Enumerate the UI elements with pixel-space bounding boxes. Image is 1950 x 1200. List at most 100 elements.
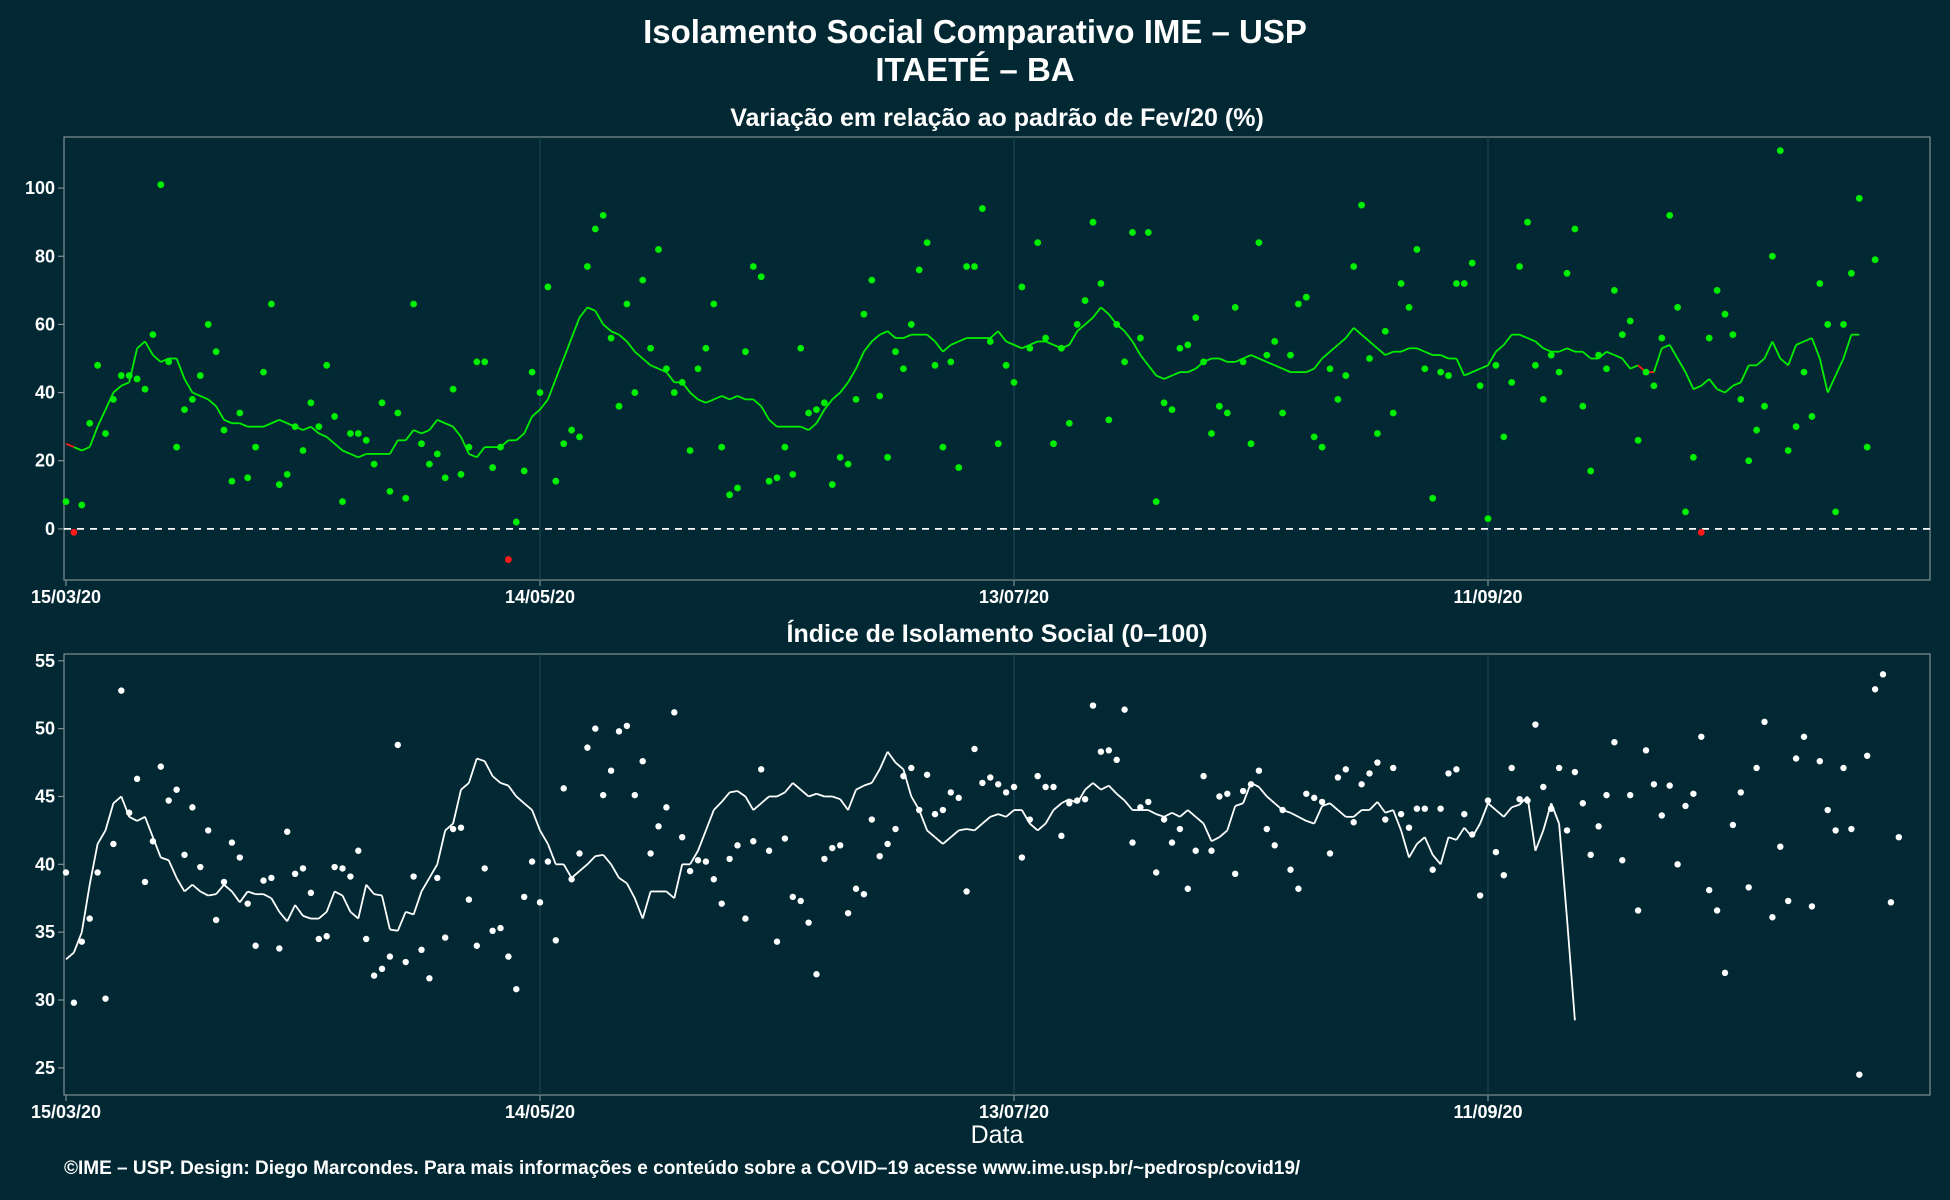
variation-point-182 [1500,433,1508,441]
index-ytick-label-55: 55 [35,651,55,671]
variation-point-36 [347,430,354,437]
variation-point-197 [1618,331,1626,339]
variation-point-179 [1476,382,1484,390]
index-point-101 [860,890,868,898]
variation-ma-segment-179 [1479,364,1489,370]
variation-point-52 [473,358,481,366]
index-point-104 [884,840,891,848]
variation-ma-segment-223 [1826,375,1837,393]
index-ma-segment-110 [934,836,944,845]
variation-point-51 [465,443,473,451]
index-point-160 [1326,850,1334,857]
index-point-144 [1200,772,1207,780]
variation-point-88 [757,273,765,281]
index-ma-segment-48 [444,822,454,832]
variation-ma-segment-7 [120,381,130,387]
index-ma-segment-26 [270,897,281,913]
variation-ma-segment-15 [183,378,194,394]
variation-ma-segment-166 [1376,347,1386,356]
index-ma-segment-163 [1353,809,1363,818]
index-point-61 [544,858,552,865]
variation-ma-segment-48 [444,422,454,428]
variation-point-135 [1129,229,1136,236]
index-ma-segment-130 [1092,782,1102,791]
index-ma-segment-16 [191,883,201,893]
index-point-216 [1769,914,1776,921]
index-point-118 [995,781,1002,788]
index-point-200 [1642,747,1650,754]
index-point-169 [1397,810,1405,818]
variation-ma-segment-172 [1424,350,1434,356]
index-point-31 [307,889,315,897]
variation-ma-segment-59 [531,408,541,418]
index-point-228 [1864,752,1871,759]
index-point-30 [299,865,307,872]
variation-ytick-label-60: 60 [35,314,55,334]
variation-point-47 [433,450,441,458]
index-ma-segment-72 [633,897,644,919]
index-point-66 [584,744,591,751]
variation-point-0 [62,498,70,506]
index-point-114 [963,888,970,895]
variation-ma-segment-30 [302,425,312,431]
variation-point-159 [1318,443,1326,451]
variation-ma-segment-222 [1818,358,1829,393]
index-point-192 [1579,800,1587,807]
index-ma-segment-98 [839,798,849,811]
index-ma-segment-85 [736,790,746,798]
index-ma-segment-81 [705,809,715,831]
index-point-106 [900,772,907,780]
index-point-115 [971,745,978,753]
variation-point-21 [228,477,236,485]
index-ma-segment-84 [729,790,738,794]
variation-point-95 [813,406,820,414]
variation-point-176 [1453,280,1460,287]
index-point-69 [607,767,615,774]
index-point-131 [1097,748,1105,755]
variation-point-104 [884,453,891,461]
variation-ma-segment-93 [800,425,809,431]
index-ma-segment-171 [1416,836,1426,845]
variation-point-140 [1168,406,1176,414]
variation-point-226 [1848,269,1855,277]
index-ma-segment-63 [562,863,573,879]
index-ma-segment-50 [460,782,470,791]
index-point-60 [536,899,544,906]
index-point-183 [1508,764,1515,772]
variation-point-96 [821,399,828,407]
index-ma-segment-183 [1511,803,1520,809]
variation-ma-segment-207 [1700,378,1710,387]
variation-point-144 [1200,358,1207,366]
variation-point-219 [1792,423,1800,431]
variation-ma-segment-67 [594,310,604,325]
variation-ma-segment-204 [1676,358,1687,373]
index-ma-segment-33 [325,891,336,913]
index-ma-segment-4 [96,829,107,845]
variation-point-42 [394,409,402,417]
variation-point-82 [710,300,718,308]
index-xtick-label-3: 11/09/20 [1453,1102,1522,1122]
variation-point-4 [94,361,101,369]
index-ma-segment-123 [1037,822,1047,832]
index-point-70 [615,728,623,735]
index-point-217 [1777,843,1784,850]
index-ma-segment-100 [855,784,865,791]
index-ma-segment-168 [1392,809,1402,831]
variation-point-28 [283,470,291,478]
variation-point-54 [489,464,496,471]
variation-ma-segment-214 [1756,357,1766,366]
index-ma-segment-101 [863,782,873,787]
variation-point-210 [1721,310,1729,318]
variation-point-214 [1753,426,1760,434]
variation-point-215 [1761,402,1768,410]
index-ma-segment-117 [990,813,999,818]
variation-ma-segment-96 [823,398,834,411]
index-point-193 [1587,851,1594,859]
variation-point-62 [552,477,560,485]
index-point-170 [1405,824,1413,831]
variation-ma-segment-22 [239,422,249,428]
index-ma-segment-83 [721,791,731,803]
variation-ma-segment-157 [1305,367,1315,373]
index-point-20 [220,878,228,886]
variation-point-49 [449,385,457,393]
